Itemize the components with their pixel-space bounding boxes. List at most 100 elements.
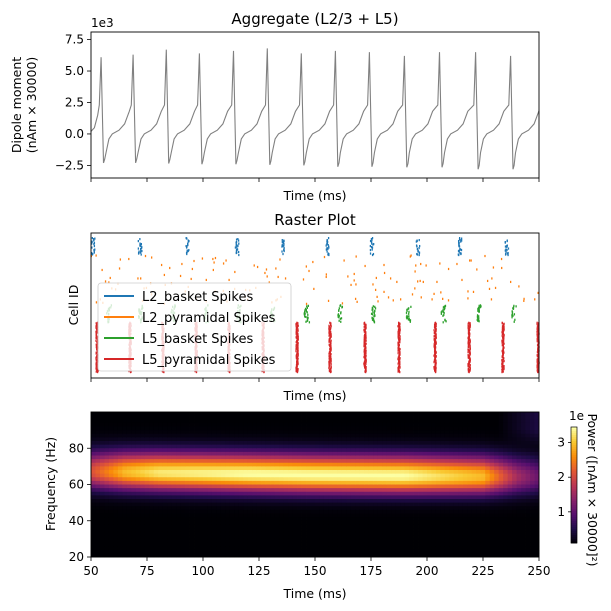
- heatmap-cell: [350, 509, 356, 514]
- heatmap-cell: [391, 430, 397, 435]
- spike-mark: [329, 333, 331, 336]
- heatmap-cell: [252, 488, 258, 493]
- heatmap-cell: [185, 553, 190, 558]
- heatmap-cell: [270, 491, 276, 496]
- heatmap-cell: [91, 419, 96, 424]
- heatmap-cell: [158, 419, 164, 424]
- heatmap-cell: [216, 546, 222, 551]
- heatmap-cell: [283, 538, 289, 543]
- heatmap-cell: [203, 455, 208, 460]
- heatmap-cell: [135, 470, 141, 475]
- spike-mark: [228, 278, 230, 282]
- heatmap-cell: [265, 419, 271, 424]
- heatmap-cell: [108, 422, 114, 427]
- heatmap-cell: [185, 462, 190, 467]
- heatmap-cell: [185, 517, 190, 522]
- spike-mark: [418, 251, 421, 255]
- spike-mark: [95, 330, 97, 333]
- heatmap-cell: [288, 433, 293, 438]
- heatmap-cell: [377, 415, 383, 420]
- heatmap-cell: [207, 473, 213, 478]
- heatmap-cell: [413, 433, 419, 438]
- spike-mark: [328, 370, 331, 373]
- heatmap-cell: [126, 462, 132, 467]
- heatmap-cell: [225, 455, 231, 460]
- heatmap-cell: [247, 441, 253, 446]
- heatmap-cell: [292, 466, 298, 471]
- heatmap-cell: [144, 430, 150, 435]
- heatmap-cell: [265, 462, 271, 467]
- dipole-ytick-label: −2.5: [55, 158, 84, 172]
- heatmap-cell: [418, 451, 423, 456]
- heatmap-cell: [332, 506, 338, 511]
- heatmap-cell: [99, 441, 105, 446]
- heatmap-cell: [256, 448, 262, 453]
- heatmap-cell: [323, 441, 329, 446]
- spike-mark: [139, 244, 141, 247]
- heatmap-cell: [207, 528, 213, 533]
- heatmap-cell: [315, 444, 320, 449]
- heatmap-cell: [288, 502, 293, 507]
- spike-mark: [443, 305, 445, 308]
- heatmap-cell: [404, 535, 410, 540]
- heatmap-cell: [332, 422, 338, 427]
- heatmap-cell: [216, 535, 222, 540]
- heatmap-cell: [328, 412, 334, 417]
- heatmap-cell: [220, 491, 226, 496]
- heatmap-cell: [323, 419, 329, 424]
- heatmap-cell: [386, 484, 392, 489]
- heatmap-cell: [319, 520, 325, 525]
- heatmap-cell: [234, 524, 240, 529]
- heatmap-cell: [252, 473, 258, 478]
- spike-mark: [442, 297, 444, 300]
- spike-mark: [237, 237, 239, 241]
- heatmap-cell: [135, 509, 141, 514]
- heatmap-cell: [131, 419, 137, 424]
- heatmap-cell: [395, 531, 401, 536]
- heatmap-cell: [91, 455, 96, 460]
- heatmap-cell: [364, 433, 370, 438]
- spike-mark: [375, 276, 377, 280]
- spike-mark: [377, 300, 379, 303]
- heatmap-cell: [95, 538, 101, 543]
- spike-mark: [514, 318, 516, 321]
- heatmap-cell: [99, 437, 105, 442]
- heatmap-cell: [373, 419, 379, 424]
- heatmap-cell: [346, 480, 352, 485]
- heatmap-cell: [99, 502, 105, 507]
- heatmap-cell: [301, 484, 307, 489]
- heatmap-cell: [391, 553, 397, 558]
- heatmap-cell: [104, 549, 110, 554]
- spike-mark: [441, 310, 443, 313]
- heatmap-cell: [91, 415, 96, 420]
- spike-mark: [295, 345, 297, 348]
- heatmap-cell: [346, 491, 352, 496]
- heatmap-cell: [283, 549, 289, 554]
- heatmap-cell: [243, 448, 249, 453]
- heatmap-cell: [234, 473, 240, 478]
- heatmap-cell: [395, 528, 401, 533]
- heatmap-cell: [288, 528, 293, 533]
- spike-mark: [371, 248, 373, 251]
- spike-mark: [137, 277, 139, 280]
- heatmap-cell: [167, 499, 173, 504]
- heatmap-cell: [234, 419, 240, 424]
- heatmap-cell: [319, 495, 325, 500]
- heatmap-cell: [364, 426, 370, 431]
- heatmap-cell: [220, 441, 226, 446]
- heatmap-cell: [243, 524, 249, 529]
- heatmap-cell: [364, 553, 370, 558]
- heatmap-cell: [91, 491, 96, 496]
- heatmap-cell: [126, 524, 132, 529]
- heatmap-cell: [167, 495, 173, 500]
- heatmap-cell: [180, 488, 186, 493]
- heatmap-cell: [180, 528, 186, 533]
- heatmap-cell: [238, 502, 244, 507]
- heatmap-cell: [341, 524, 347, 529]
- heatmap-cell: [203, 513, 208, 518]
- spike-mark: [187, 243, 189, 247]
- heatmap-cell: [158, 488, 164, 493]
- heatmap-cell: [373, 506, 379, 511]
- heatmap-cell: [391, 480, 397, 485]
- spike-mark: [266, 275, 268, 278]
